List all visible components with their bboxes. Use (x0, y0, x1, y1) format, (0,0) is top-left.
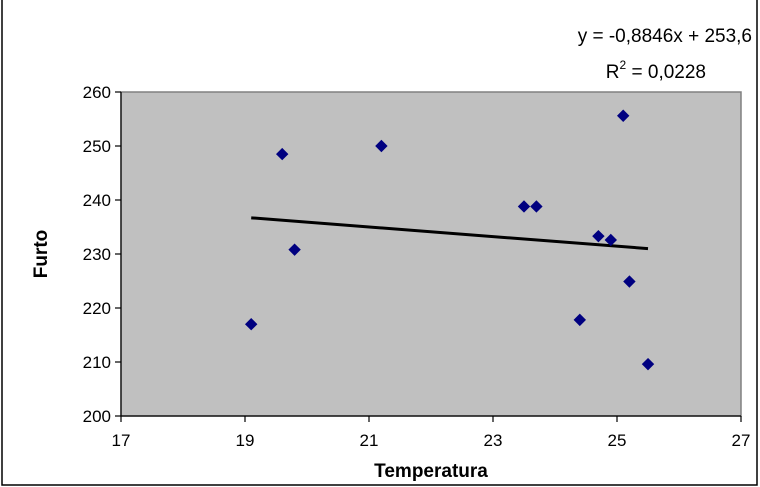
y-tick-label: 210 (83, 353, 111, 372)
data-point (275, 147, 289, 161)
data-point (592, 229, 605, 243)
x-tick-label: 19 (236, 431, 255, 450)
data-point (375, 139, 388, 153)
r-squared-value: = 0,0228 (626, 62, 706, 83)
y-axis-title: Furto (31, 230, 52, 279)
x-axis-title: Temperatura (374, 461, 488, 482)
y-tick-label: 260 (83, 83, 111, 102)
trendline-group (251, 216, 649, 251)
y-tick-label: 200 (83, 407, 111, 426)
data-point (573, 313, 587, 327)
data-point (530, 200, 543, 213)
data-point (623, 275, 636, 288)
r-squared-label: R2 = 0,0228 (606, 58, 706, 83)
data-point (244, 317, 258, 331)
trendline-equation: y = -0,8846x + 253,6 (578, 26, 752, 47)
x-tick-label: 27 (732, 431, 751, 450)
x-tick-label: 23 (484, 431, 503, 450)
y-tick-label: 230 (83, 245, 111, 264)
r-squared-exponent: 2 (620, 58, 627, 72)
r-squared-prefix: R (606, 62, 620, 83)
x-tick-labels: 17 19 21 23 25 27 (112, 416, 751, 450)
plot-area (120, 91, 742, 417)
data-point (288, 243, 301, 256)
y-tick-label: 250 (83, 137, 111, 156)
data-point (616, 109, 630, 122)
y-tick-labels: 200 210 220 230 240 250 260 (83, 83, 121, 426)
y-tick-label: 220 (83, 299, 111, 318)
data-point (604, 233, 618, 247)
x-tick-label: 17 (112, 431, 131, 450)
x-tick-label: 25 (608, 431, 627, 450)
x-tick-label: 21 (360, 431, 379, 450)
data-point (517, 200, 531, 213)
data-points (244, 109, 655, 371)
data-point (641, 357, 655, 371)
trendline (251, 216, 649, 251)
y-tick-label: 240 (83, 191, 111, 210)
